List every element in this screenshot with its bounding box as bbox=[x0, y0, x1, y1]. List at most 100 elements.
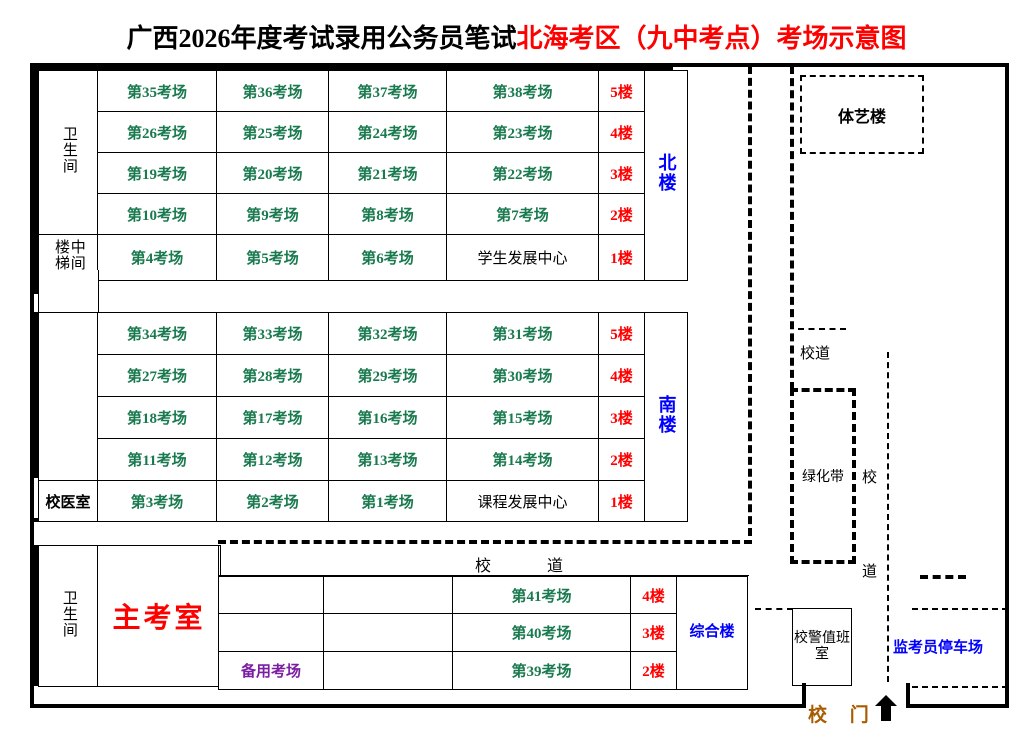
room-cell[interactable]: 第30考场 bbox=[446, 354, 599, 397]
gate-wall-left bbox=[802, 683, 806, 708]
campus-boundary bbox=[30, 63, 1009, 708]
green-belt: 绿化带 bbox=[790, 388, 856, 564]
room-cell[interactable]: 第17考场 bbox=[216, 396, 329, 439]
table-row: 第11考场 第12考场 第13考场 第14考场 2楼 bbox=[39, 438, 688, 481]
south-block-left-wall bbox=[33, 312, 38, 478]
room-cell[interactable]: 第20考场 bbox=[216, 152, 329, 194]
table-row: 卫生间 主考室 bbox=[38, 545, 221, 687]
road-dashed-line-horizontal-top bbox=[218, 540, 752, 544]
room-cell[interactable]: 第2考场 bbox=[216, 480, 329, 522]
north-toilet-label: 卫生间 bbox=[60, 126, 77, 175]
sports-arts-building[interactable]: 体艺楼 bbox=[800, 75, 924, 154]
campus-road-right-char-2: 道 bbox=[862, 564, 878, 580]
room-cell[interactable]: 第5考场 bbox=[216, 234, 329, 281]
floor-cell: 4楼 bbox=[598, 111, 645, 153]
campus-road-right-char-1: 校 bbox=[862, 470, 878, 486]
room-cell[interactable]: 学生发展中心 bbox=[446, 234, 599, 281]
road-dashed-line-vertical-main bbox=[748, 66, 752, 536]
campus-road-horizontal-label: 校 道 bbox=[475, 558, 590, 575]
bottom-toilet-cell: 卫生间 bbox=[38, 545, 98, 687]
table-row: 备用考场 第39考场 2楼 bbox=[218, 651, 748, 690]
room-cell[interactable]: 第29考场 bbox=[328, 354, 447, 397]
room-cell[interactable]: 第24考场 bbox=[328, 111, 447, 153]
comp-col2-cell bbox=[323, 651, 453, 690]
gate-direction-arrow-icon bbox=[875, 695, 897, 721]
room-cell[interactable]: 第18考场 bbox=[97, 396, 217, 439]
room-cell[interactable]: 第23考场 bbox=[446, 111, 599, 153]
table-row: 第18考场 第17考场 第16考场 第15考场 3楼 bbox=[39, 396, 688, 439]
main-exam-room-cell[interactable]: 主考室 bbox=[97, 545, 221, 687]
room-cell[interactable]: 第14考场 bbox=[446, 438, 599, 481]
room-cell[interactable]: 第21考场 bbox=[328, 152, 447, 194]
north-stairs-label: 中间楼梯 bbox=[53, 239, 85, 271]
backup-exam-room-cell[interactable]: 备用考场 bbox=[218, 651, 324, 690]
room-cell[interactable]: 第33考场 bbox=[216, 312, 329, 355]
school-clinic-cell[interactable]: 校医室 bbox=[38, 480, 98, 522]
security-room-dash-connector bbox=[755, 608, 793, 610]
south-block-bottom-wall bbox=[33, 518, 38, 522]
room-cell[interactable]: 第8考场 bbox=[328, 193, 447, 235]
table-row: 校医室 第3考场 第2考场 第1考场 课程发展中心 1楼 bbox=[38, 480, 688, 522]
table-row: 第27考场 第28考场 第29考场 第30考场 4楼 bbox=[39, 354, 688, 397]
room-cell[interactable]: 第25考场 bbox=[216, 111, 329, 153]
room-cell[interactable]: 课程发展中心 bbox=[446, 480, 599, 522]
invigilator-parking-lot[interactable] bbox=[912, 608, 1008, 688]
table-row: 第41考场 4楼 综合楼 bbox=[218, 576, 748, 690]
comp-col2-cell bbox=[323, 576, 453, 614]
room-cell[interactable]: 第10考场 bbox=[97, 193, 217, 235]
road-dashed-line-vertical-second bbox=[790, 66, 794, 390]
room-cell[interactable]: 第15考场 bbox=[446, 396, 599, 439]
table-row: 第10考场 第9考场 第8考场 第7考场 2楼 bbox=[39, 193, 688, 235]
green-belt-label: 绿化带 bbox=[802, 470, 844, 485]
room-cell[interactable]: 第38考场 bbox=[446, 70, 599, 112]
campus-road-strip bbox=[218, 545, 749, 576]
room-cell[interactable]: 第35考场 bbox=[97, 70, 217, 112]
room-cell[interactable]: 第32考场 bbox=[328, 312, 447, 355]
room-cell[interactable]: 第19考场 bbox=[97, 152, 217, 194]
room-cell[interactable]: 第4考场 bbox=[97, 234, 217, 281]
campus-road-upper-label: 校道 bbox=[800, 346, 831, 362]
south-building-grid: 第34考场 第33考场 第32考场 第31考场 5楼 南楼 第27考场 第28考… bbox=[38, 312, 688, 522]
north-building-name-cell: 北楼 bbox=[644, 70, 688, 281]
room-cell[interactable]: 第39考场 bbox=[452, 651, 631, 690]
south-building-label: 南楼 bbox=[656, 394, 677, 435]
room-cell[interactable]: 第31考场 bbox=[446, 312, 599, 355]
room-cell[interactable]: 第7考场 bbox=[446, 193, 599, 235]
security-duty-room[interactable]: 校警值班室 bbox=[792, 608, 852, 686]
main-exam-room-label: 主考室 bbox=[112, 603, 206, 634]
room-cell[interactable]: 第11考场 bbox=[97, 438, 217, 481]
room-cell[interactable]: 第22考场 bbox=[446, 152, 599, 194]
room-cell[interactable]: 第34考场 bbox=[97, 312, 217, 355]
floor-cell: 2楼 bbox=[598, 193, 645, 235]
room-cell[interactable]: 第36考场 bbox=[216, 70, 329, 112]
floor-cell: 4楼 bbox=[598, 354, 645, 397]
north-stairs-extension bbox=[38, 270, 99, 313]
sports-arts-building-label: 体艺楼 bbox=[837, 108, 886, 126]
room-cell[interactable]: 第41考场 bbox=[452, 576, 631, 614]
room-cell[interactable]: 第16考场 bbox=[328, 396, 447, 439]
room-cell[interactable]: 第40考场 bbox=[452, 613, 631, 652]
room-cell[interactable]: 第37考场 bbox=[328, 70, 447, 112]
room-cell[interactable]: 第27考场 bbox=[97, 354, 217, 397]
table-row: 中间楼梯 第4考场 第5考场 第6考场 学生发展中心 1楼 bbox=[38, 234, 688, 281]
north-building-grid: 卫生间 第35考场 第36考场 第37考场 第38考场 5楼 北楼 第26考场 … bbox=[38, 70, 688, 281]
south-left-blank-cell bbox=[38, 312, 98, 481]
room-cell[interactable]: 第6考场 bbox=[328, 234, 447, 281]
page-title: 广西2026年度考试录用公务员笔试北海考区（九中考点）考场示意图 bbox=[0, 18, 1033, 55]
room-cell[interactable]: 第3考场 bbox=[97, 480, 217, 522]
north-building-label: 北楼 bbox=[656, 153, 677, 193]
floor-cell: 5楼 bbox=[598, 312, 645, 355]
south-building-name-cell: 南楼 bbox=[644, 312, 688, 522]
school-gate-label: 校 门 bbox=[808, 705, 878, 726]
room-cell[interactable]: 第9考场 bbox=[216, 193, 329, 235]
room-cell[interactable]: 第26考场 bbox=[97, 111, 217, 153]
page-title-suffix: 北海考区（九中考点）考场示意图 bbox=[516, 24, 907, 53]
room-cell[interactable]: 第1考场 bbox=[328, 480, 447, 522]
room-cell[interactable]: 第28考场 bbox=[216, 354, 329, 397]
room-cell[interactable]: 第12考场 bbox=[216, 438, 329, 481]
comprehensive-building-grid: 第41考场 4楼 综合楼 第40考场 3楼 备用考场 第39考场 2楼 bbox=[218, 576, 748, 690]
room-cell[interactable]: 第13考场 bbox=[328, 438, 447, 481]
table-row: 第26考场 第25考场 第24考场 第23考场 4楼 bbox=[39, 111, 688, 153]
road-dashed-line-vertical-right bbox=[887, 352, 889, 682]
floor-cell: 5楼 bbox=[598, 70, 645, 112]
